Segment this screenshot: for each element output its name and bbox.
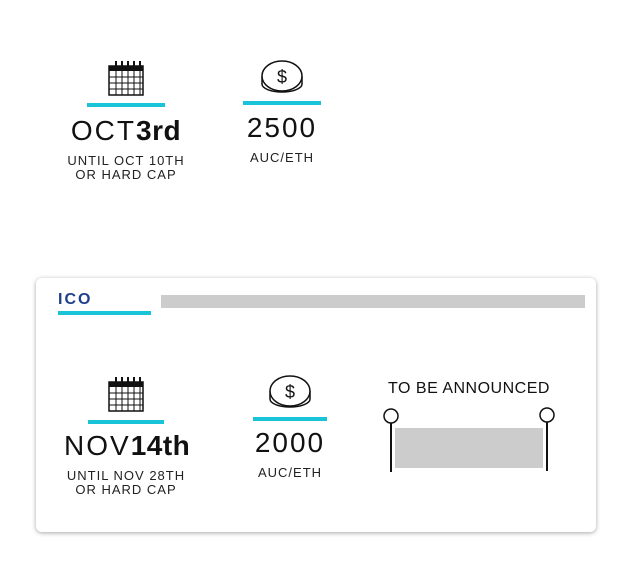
presale-rate-value: 2500	[246, 112, 318, 143]
sign-board	[395, 428, 543, 468]
accent-underline	[87, 103, 165, 107]
svg-text:$: $	[277, 67, 287, 87]
presale-date-note: UNTIL OCT 10TH OR HARD CAP	[67, 153, 185, 182]
accent-underline	[243, 101, 321, 105]
ico-start-date: NOV14th	[64, 430, 191, 461]
ico-rate-block: $ 2000 AUC/ETH	[246, 373, 334, 480]
announcement-banner: TO BE ANNOUNCED	[376, 380, 576, 472]
ico-card: ICO NOV1	[36, 278, 596, 532]
presale-start-date: OCT3rd	[70, 115, 182, 146]
hanging-sign-icon	[383, 407, 555, 472]
calendar-icon	[64, 376, 188, 412]
ico-title-underline	[58, 311, 151, 315]
announcement-text: TO BE ANNOUNCED	[388, 380, 550, 397]
ico-title: ICO	[58, 291, 93, 308]
accent-underline	[88, 420, 164, 424]
header-dotted-rule	[161, 295, 585, 308]
ico-rate-value: 2000	[254, 427, 326, 458]
svg-text:$: $	[285, 382, 295, 402]
ico-rate-unit: AUC/ETH	[257, 465, 323, 480]
accent-underline	[253, 417, 327, 421]
presale-rate-unit: AUC/ETH	[249, 150, 315, 165]
presale-date-block: OCT3rd UNTIL OCT 10TH OR HARD CAP	[66, 60, 186, 182]
calendar-icon	[66, 60, 186, 96]
ico-date-block: NOV14th UNTIL NOV 28TH OR HARD CAP	[64, 376, 191, 497]
presale-rate-block: $ 2500 AUC/ETH	[238, 58, 326, 165]
dollar-coin-icon: $	[238, 58, 326, 96]
ico-date-note: UNTIL NOV 28TH OR HARD CAP	[66, 468, 186, 497]
dollar-coin-icon: $	[246, 373, 334, 411]
